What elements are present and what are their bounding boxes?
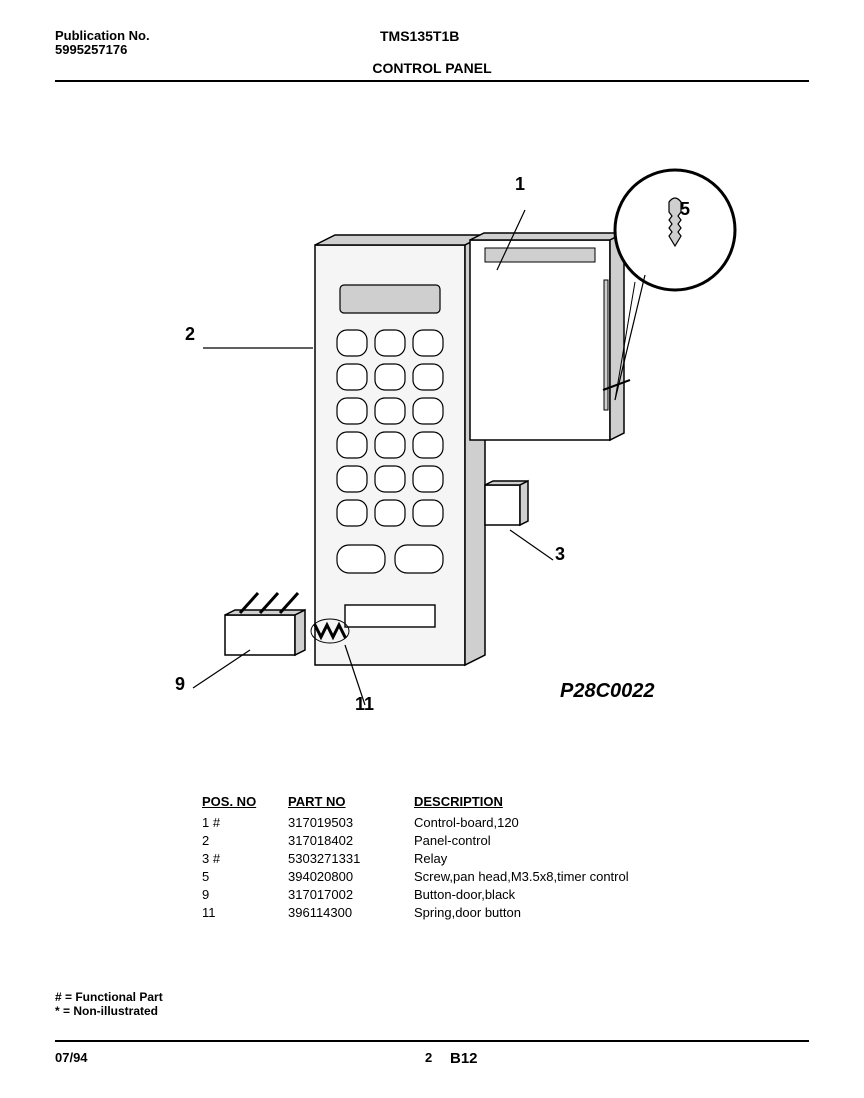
legend-functional: # = Functional Part (55, 990, 163, 1004)
publication-label: Publication No. (55, 28, 150, 43)
divider-bottom (55, 1040, 809, 1042)
parts-table-header-row: POS. NO PART NO DESCRIPTION (202, 792, 643, 813)
divider-top (55, 80, 809, 82)
legend: # = Functional Part * = Non-illustrated (55, 990, 163, 1018)
table-row: 9317017002Button-door,black (202, 887, 643, 903)
cell-part: 317018402 (288, 833, 412, 849)
cell-desc: Spring,door button (414, 905, 643, 921)
cell-part: 396114300 (288, 905, 412, 921)
diagram-area: 1 5 2 3 9 11 (55, 90, 809, 730)
exploded-diagram: 1 5 2 3 9 11 (55, 90, 809, 730)
cell-pos: 5 (202, 869, 286, 885)
cell-desc: Button-door,black (414, 887, 643, 903)
cell-pos: 11 (202, 905, 286, 921)
cell-pos: 9 (202, 887, 286, 903)
footer-page: 2 (425, 1050, 432, 1065)
parts-table: POS. NO PART NO DESCRIPTION 1 #317019503… (200, 790, 645, 923)
table-row: 2317018402Panel-control (202, 833, 643, 849)
publication-number: 5995257176 (55, 42, 127, 57)
diagram-title: CONTROL PANEL (55, 60, 809, 76)
col-pos: POS. NO (202, 792, 286, 813)
cell-part: 394020800 (288, 869, 412, 885)
cell-desc: Screw,pan head,M3.5x8,timer control (414, 869, 643, 885)
cell-desc: Relay (414, 851, 643, 867)
callout-5: 5 (680, 199, 690, 219)
footer-code: B12 (450, 1050, 478, 1067)
callout-3: 3 (555, 544, 565, 564)
cell-part: 317017002 (288, 887, 412, 903)
cell-desc: Panel-control (414, 833, 643, 849)
drawing-code: P28C0022 (560, 680, 655, 703)
cell-pos: 2 (202, 833, 286, 849)
callout-1: 1 (515, 174, 525, 194)
callout-2: 2 (185, 324, 195, 344)
page-root: Publication No. 5995257176 TMS135T1B CON… (0, 0, 864, 1098)
col-desc: DESCRIPTION (414, 792, 643, 813)
callout-9: 9 (175, 674, 185, 694)
model-number: TMS135T1B (380, 28, 459, 44)
table-row: 5394020800Screw,pan head,M3.5x8,timer co… (202, 869, 643, 885)
cell-pos: 1 # (202, 815, 286, 831)
table-row: 3 #5303271331Relay (202, 851, 643, 867)
table-row: 1 #317019503Control-board,120 (202, 815, 643, 831)
callout-11: 11 (355, 694, 374, 714)
footer-date: 07/94 (55, 1050, 88, 1065)
legend-nonillustrated: * = Non-illustrated (55, 1004, 163, 1018)
cell-pos: 3 # (202, 851, 286, 867)
cell-part: 5303271331 (288, 851, 412, 867)
table-row: 11396114300Spring,door button (202, 905, 643, 921)
cell-desc: Control-board,120 (414, 815, 643, 831)
cell-part: 317019503 (288, 815, 412, 831)
col-part: PART NO (288, 792, 412, 813)
